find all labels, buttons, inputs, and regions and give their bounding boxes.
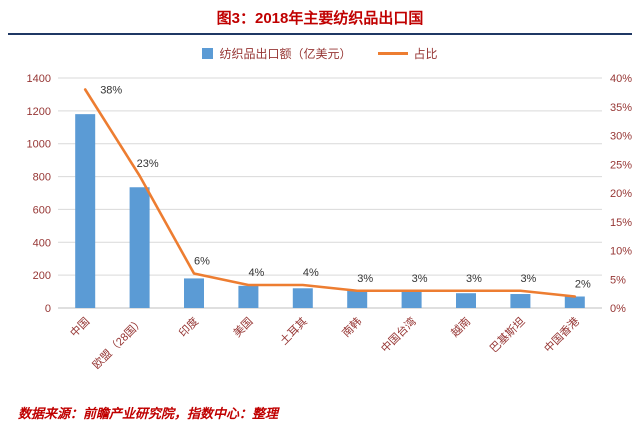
legend-bar-label: 纺织品出口额（亿美元）	[219, 46, 352, 61]
right-axis-tick: 10%	[610, 246, 632, 258]
chart-area: 0 200 400 600 800 1000 1200 1400 0% 5% 10% 15% 20% 25…	[0, 64, 640, 387]
line-data-label: 3%	[466, 273, 482, 285]
line-data-label: 3%	[357, 273, 373, 285]
bar	[401, 291, 422, 308]
left-axis-tick: 0	[45, 303, 51, 315]
x-axis-label: 越南	[448, 314, 473, 339]
x-axis-label: 中国香港	[542, 315, 582, 355]
bar	[510, 294, 531, 308]
right-axis-tick: 20%	[610, 188, 632, 200]
right-axis-tick: 0%	[610, 303, 626, 315]
right-axis-tick: 35%	[610, 102, 632, 114]
left-axis-tick: 200	[33, 270, 51, 282]
line-swatch-icon	[377, 51, 408, 55]
legend: 纺织品出口额（亿美元） 占比	[0, 44, 640, 62]
right-axis-tick: 30%	[610, 131, 632, 143]
left-axis-tick: 1400	[27, 73, 51, 85]
combo-chart: 0 200 400 600 800 1000 1200 1400 0% 5% 10% 15% 20% 25…	[27, 73, 633, 372]
left-axis-tick: 800	[33, 172, 51, 184]
x-axis-label: 印度	[176, 314, 201, 339]
bar	[292, 288, 313, 308]
x-axis-label: 南韩	[339, 314, 364, 339]
right-axis-tick: 15%	[610, 217, 632, 229]
data-source: 数据来源：前瞻产业研究院，指数中心：整理	[18, 406, 279, 421]
legend-item-line: 占比	[377, 45, 438, 62]
line-data-label: 4%	[303, 267, 319, 279]
left-axis-tick: 1000	[27, 139, 51, 151]
left-axis-tick: 1200	[27, 106, 51, 118]
legend-item-bar: 纺织品出口额（亿美元）	[202, 45, 352, 62]
bar	[75, 114, 96, 308]
x-axis-label: 欧盟（28国）	[90, 315, 147, 372]
bar	[129, 187, 150, 308]
bar-swatch-icon	[202, 47, 214, 59]
line-series	[83, 88, 577, 298]
line-data-label: 38%	[100, 85, 122, 97]
line-data-label: 3%	[412, 273, 428, 285]
line-data-label: 3%	[520, 273, 536, 285]
right-axis-tick: 40%	[610, 73, 632, 85]
x-axis-label: 中国	[68, 315, 93, 340]
line-data-label: 23%	[137, 158, 159, 170]
bar	[564, 296, 585, 308]
bar	[238, 285, 259, 308]
left-axis-tick: 400	[33, 237, 51, 249]
line-data-label: 4%	[248, 267, 264, 279]
bar	[184, 278, 204, 308]
right-axis-tick: 5%	[610, 274, 626, 286]
x-axis-label: 美国	[231, 315, 256, 340]
title-divider	[8, 33, 632, 35]
legend-line-label: 占比	[413, 46, 438, 61]
x-axis-label: 巴基斯坦	[487, 314, 528, 355]
line-data-label: 2%	[575, 279, 591, 291]
x-axis-label: 中国台湾	[378, 314, 419, 355]
x-axis-label: 土耳其	[277, 315, 310, 348]
chart-title: 图3：2018年主要纺织品出口国	[216, 10, 424, 27]
bar	[347, 290, 368, 308]
line-data-label: 6%	[194, 256, 210, 268]
left-axis-tick: 600	[33, 204, 51, 216]
right-axis-tick: 25%	[610, 159, 632, 171]
bar	[456, 293, 476, 308]
